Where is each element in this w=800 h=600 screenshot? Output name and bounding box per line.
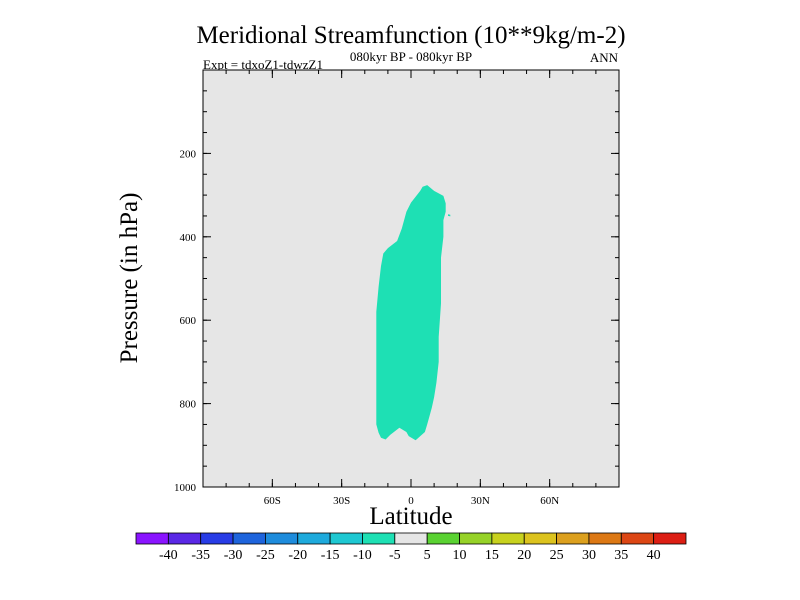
season-label: ANN [590, 50, 619, 65]
colorbar-label: 20 [517, 548, 531, 563]
colorbar-label: 40 [647, 548, 661, 563]
contour-region-1 [376, 185, 446, 441]
colorbar-box [394, 532, 428, 545]
y-tick-label: 200 [180, 148, 197, 160]
colorbar-box [265, 532, 299, 545]
y-tick-label: 1000 [174, 482, 197, 494]
period-label: 080kyr BP - 080kyr BP [350, 49, 472, 64]
axis-ticks: 200 400 600 800 1000 60S 30S 0 30N 60N [174, 70, 619, 507]
colorbar-label: 5 [424, 548, 431, 563]
colorbar-label: 35 [614, 548, 628, 563]
colorbar-label: 25 [550, 548, 564, 563]
plot-frame [202, 69, 620, 488]
x-axis-label: Latitude [369, 503, 452, 530]
colorbar-box [491, 532, 525, 545]
colorbar-label: -35 [191, 548, 210, 563]
colorbar-label: -10 [353, 548, 372, 563]
colorbar-box [588, 532, 622, 545]
colorbar-box [362, 532, 396, 545]
colorbar-box [653, 532, 687, 545]
colorbar-label: 30 [582, 548, 596, 563]
y-tick-label: 800 [180, 399, 197, 411]
colorbar-label: 15 [485, 548, 499, 563]
colorbar-box [232, 532, 266, 545]
colorbar: -40 -35 -30 -25 -20 -15 -10 -5 5 10 15 20 25 30 35 40 [135, 532, 687, 563]
colorbar-box [297, 532, 331, 545]
colorbar-label: -5 [389, 548, 401, 563]
colorbar-box [426, 532, 460, 545]
colorbar-box [329, 532, 363, 545]
x-tick-label: 30S [333, 495, 350, 507]
colorbar-box [167, 532, 202, 545]
colorbar-label: -25 [256, 548, 275, 563]
colorbar-label: -20 [288, 548, 307, 563]
colorbar-label: -30 [224, 548, 243, 563]
colorbar-label: -15 [321, 548, 340, 563]
colorbar-label: -40 [159, 548, 178, 563]
x-tick-label: 0 [408, 495, 414, 507]
colorbar-label: 10 [453, 548, 467, 563]
colorbar-box [135, 532, 169, 545]
colorbar-box [459, 532, 493, 545]
contour-regions [376, 185, 451, 441]
colorbar-box [620, 532, 655, 545]
x-tick-label: 60S [264, 495, 281, 507]
colorbar-box [200, 532, 234, 545]
experiment-label: Expt = tdxoZ1-tdwzZ1 [203, 57, 323, 72]
y-tick-label: 600 [180, 315, 197, 327]
colorbar-box [556, 532, 590, 545]
contour-region-2 [448, 214, 451, 217]
y-tick-label: 400 [180, 232, 197, 244]
y-axis-label: Pressure (in hPa) [116, 193, 143, 364]
x-tick-label: 30N [471, 495, 490, 507]
colorbar-box [523, 532, 557, 545]
x-tick-label: 60N [540, 495, 559, 507]
chart-title: Meridional Streamfunction (10**9kg/m-2) [196, 22, 625, 49]
